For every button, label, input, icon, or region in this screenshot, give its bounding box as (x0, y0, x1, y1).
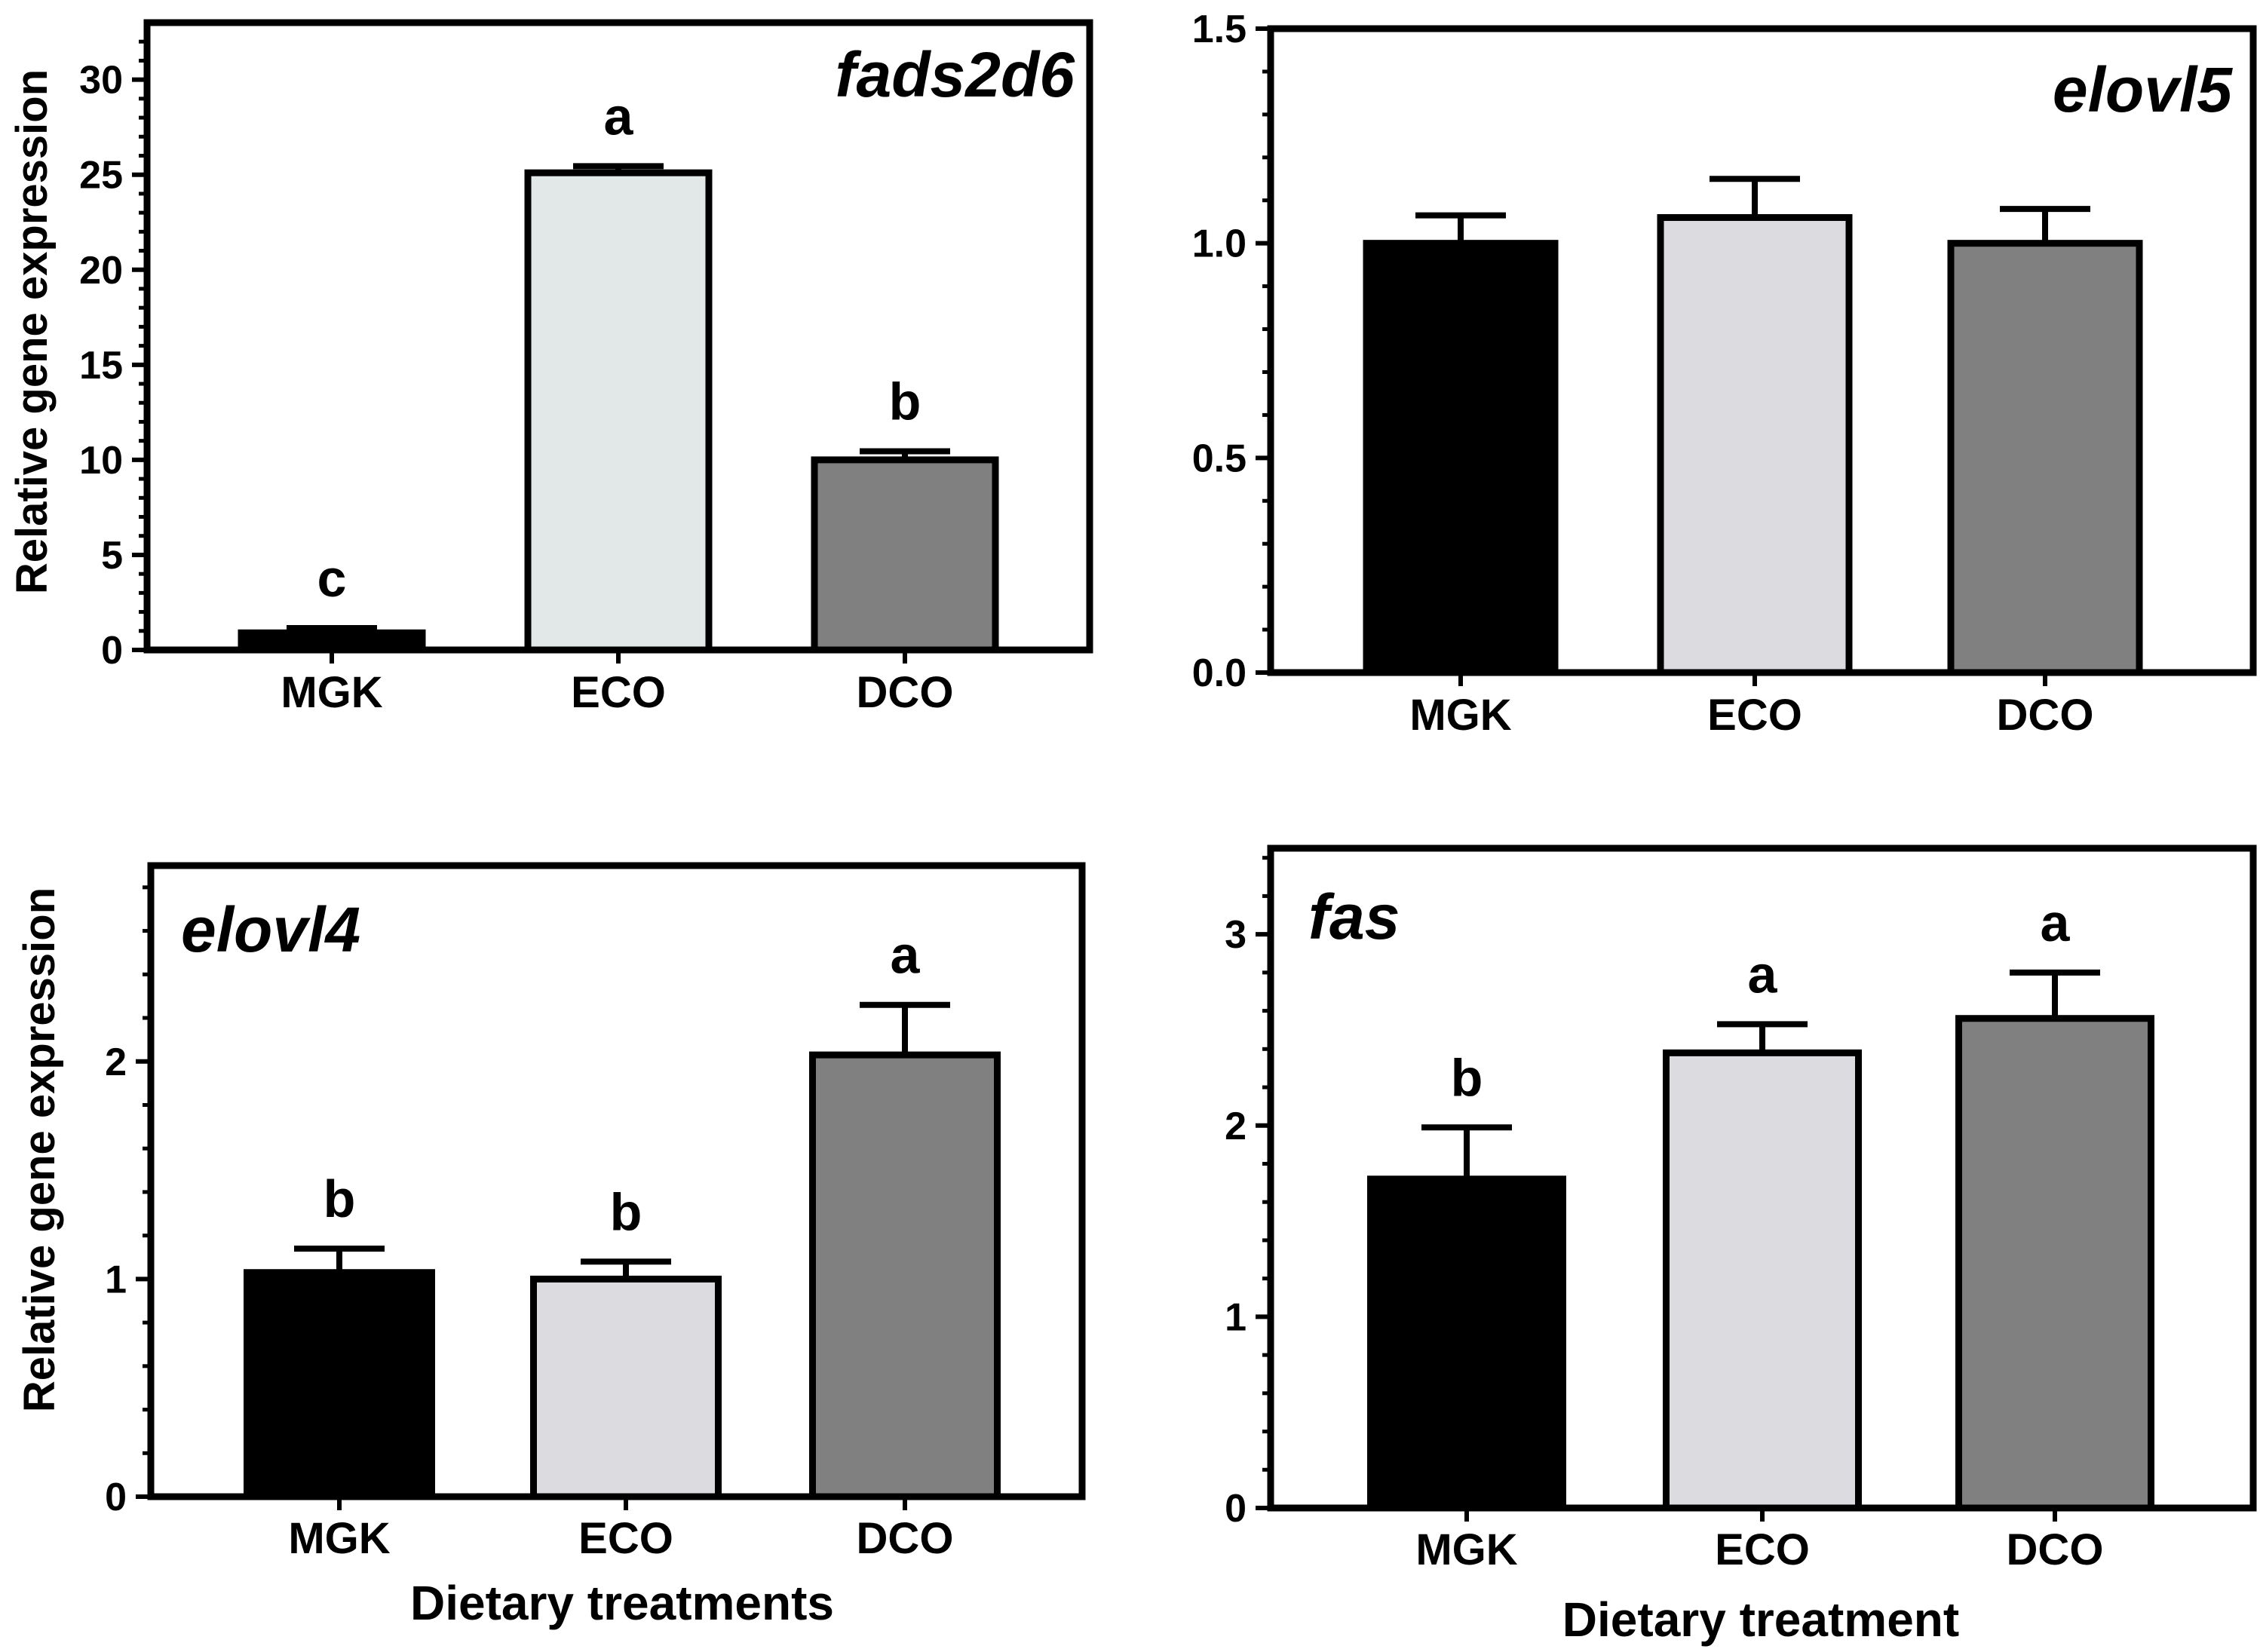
x-axis-label: Dietary treatment (1562, 1592, 1959, 1647)
gene-title: fads2d6 (836, 39, 1076, 110)
gene-title: elovl4 (181, 894, 360, 965)
x-tick-label-eco: ECO (578, 1514, 673, 1563)
x-tick-label-mgk: MGK (288, 1514, 390, 1563)
y-tick-label: 1.0 (1192, 222, 1247, 266)
bar-dco (1955, 1015, 2154, 1512)
gene-title: elovl5 (2053, 54, 2233, 125)
bar-eco (524, 169, 713, 654)
x-tick-label-eco: ECO (1707, 691, 1802, 740)
chart-panel-bottom-left: b MGK b ECO a DCO 0 1 2 elovl4 Relative gene expre… (15, 862, 1086, 1630)
y-tick-label: 0 (101, 629, 123, 673)
x-tick-label-eco: ECO (1715, 1525, 1810, 1574)
x-tick-label-mgk: MGK (1415, 1525, 1517, 1574)
bar-eco (530, 1275, 722, 1500)
x-tick-label-mgk: MGK (1409, 691, 1511, 740)
x-tick-label-dco: DCO (2007, 1525, 2104, 1574)
plot-frame (1267, 25, 2257, 676)
significance-label-dco: b (889, 372, 921, 431)
chart-panel-bottom-right: b MGK a ECO a DCO 0 1 2 3 fas Dietary treatment (1225, 844, 2257, 1647)
gene-title: fas (1308, 881, 1400, 952)
y-tick-label: 25 (79, 154, 123, 198)
y-tick-label: 5 (101, 534, 123, 578)
bar-dco (1947, 240, 2143, 676)
y-tick-label: 2 (105, 1041, 127, 1084)
x-tick-label-dco: DCO (1997, 691, 2094, 740)
chart-panel-top-left: c MGK a ECO b DCO 0 5 10 15 20 25 30 fads2d6 Relative … (8, 19, 1093, 717)
y-tick-label: 1 (105, 1258, 127, 1301)
bar-mgk (1363, 240, 1559, 676)
y-tick-label: 1 (1225, 1295, 1247, 1339)
y-axis-label: Relative gene expression (15, 887, 64, 1412)
x-axis-label: Dietary treatments (410, 1576, 834, 1630)
y-tick-label: 0 (1225, 1487, 1247, 1531)
x-tick-label-mgk: MGK (281, 668, 382, 717)
x-tick-label-eco: ECO (571, 668, 666, 717)
significance-label-eco: a (1748, 945, 1778, 1004)
y-tick-label: 15 (79, 344, 123, 388)
x-tick-label-dco: DCO (857, 1514, 954, 1563)
significance-label-dco: a (2041, 893, 2071, 952)
significance-label-eco: b (610, 1182, 642, 1241)
significance-label-mgk: b (1451, 1048, 1483, 1107)
x-tick-label-dco: DCO (857, 668, 954, 717)
bar-dco (811, 456, 999, 654)
bar-eco (1657, 214, 1853, 676)
significance-label-eco: a (604, 87, 634, 146)
plot-frame (143, 19, 1093, 654)
y-tick-label: 20 (79, 249, 123, 293)
y-tick-label: 30 (79, 59, 123, 103)
significance-label-mgk: c (317, 549, 347, 608)
y-tick-label: 0.0 (1192, 651, 1247, 695)
bar-eco (1663, 1049, 1862, 1512)
plot-frame (1267, 844, 2257, 1512)
y-tick-label: 1.5 (1192, 8, 1247, 51)
plot-frame (147, 862, 1086, 1500)
y-axis-label: Relative gene expression (8, 69, 57, 594)
chart-panel-top-right: MGK ECO DCO 0.0 0.5 1.0 1.5 elovl5 (1192, 8, 2257, 740)
y-tick-label: 0 (105, 1476, 127, 1519)
bar-mgk (1367, 1175, 1566, 1512)
significance-label-dco: a (891, 926, 921, 985)
y-tick-label: 10 (79, 439, 123, 483)
bar-mgk (244, 1269, 435, 1500)
y-tick-label: 0.5 (1192, 437, 1247, 480)
y-tick-label: 2 (1225, 1105, 1247, 1148)
bar-dco (809, 1051, 1001, 1500)
significance-label-mgk: b (324, 1169, 356, 1228)
y-tick-label: 3 (1225, 913, 1247, 957)
